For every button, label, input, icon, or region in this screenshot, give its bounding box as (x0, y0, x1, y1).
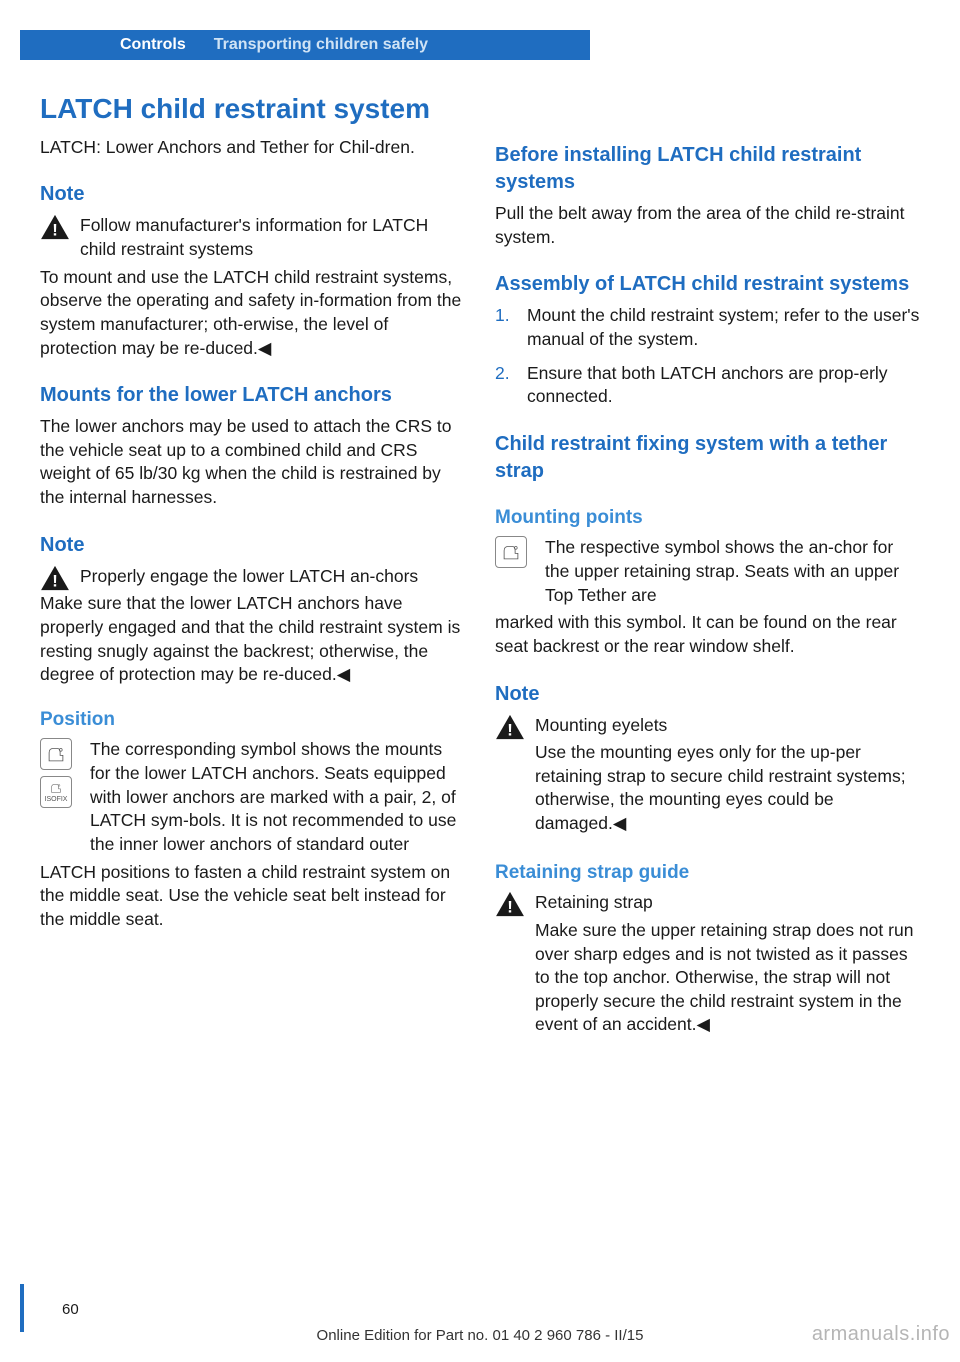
intro-text: LATCH: Lower Anchors and Tether for Chil… (40, 136, 465, 160)
header-tab-transporting: Transporting children safely (204, 34, 428, 56)
position-body1: The corresponding symbol shows the mount… (90, 738, 465, 856)
list-text-2: Ensure that both LATCH anchors are prop‐… (527, 362, 920, 409)
position-icons: ISOFIX (40, 738, 80, 860)
assembly-heading: Assembly of LATCH child restraint system… (495, 271, 920, 298)
content-area: LATCH child restraint system LATCH: Lowe… (40, 90, 920, 1041)
warning-icon (40, 565, 70, 593)
list-num-2: 2. (495, 362, 515, 409)
note1-body: To mount and use the LATCH child restrai… (40, 266, 465, 361)
position-row: ISOFIX The corresponding symbol shows th… (40, 738, 465, 860)
tether-heading: Child restraint fixing system with a tet… (495, 431, 920, 485)
left-column: LATCH child restraint system LATCH: Lowe… (40, 90, 465, 1041)
mounts-body: The lower anchors may be used to attach … (40, 415, 465, 510)
page-title: LATCH child restraint system (40, 90, 465, 128)
note2-title: Properly engage the lower LATCH an‐chors (80, 565, 418, 589)
note3-body: Use the mounting eyes only for the up‐pe… (535, 741, 920, 836)
right-column: Before installing LATCH child restraint … (495, 90, 920, 1041)
guide-body: Make sure the upper retaining strap does… (535, 919, 920, 1037)
seat-icon (40, 738, 72, 770)
warning-icon (40, 214, 70, 265)
watermark: armanuals.info (812, 1321, 950, 1348)
mounting-body2: marked with this symbol. It can be found… (495, 611, 920, 658)
mounting-points-heading: Mounting points (495, 505, 920, 531)
note3-row: Mounting eyelets Use the mounting eyes o… (495, 714, 920, 840)
note2-body: Make sure that the lower LATCH anchors h… (40, 592, 465, 687)
note3-textcol: Mounting eyelets Use the mounting eyes o… (535, 714, 920, 840)
mounting-row: The respective symbol shows the an‐chor … (495, 536, 920, 611)
note1-row: Follow manufacturer's information for LA… (40, 214, 465, 265)
header-bar: Controls Transporting children safely (20, 30, 590, 60)
note1-title: Follow manufacturer's information for LA… (80, 214, 465, 261)
mounting-body1: The respective symbol shows the an‐chor … (545, 536, 920, 607)
note2-heading: Note (40, 532, 465, 559)
before-heading: Before installing LATCH child restraint … (495, 142, 920, 196)
page-number: 60 (62, 1300, 79, 1320)
note1-heading: Note (40, 181, 465, 208)
note3-title: Mounting eyelets (535, 714, 920, 738)
guide-title: Retaining strap (535, 891, 920, 915)
note2-row: Properly engage the lower LATCH an‐chors (40, 565, 465, 593)
list-item: 2. Ensure that both LATCH anchors are pr… (495, 362, 920, 409)
isofix-label: ISOFIX (45, 795, 68, 804)
header-tab-controls: Controls (20, 34, 204, 56)
isofix-icon: ISOFIX (40, 776, 72, 808)
position-body2: LATCH positions to fasten a child restra… (40, 861, 465, 932)
guide-row: Retaining strap Make sure the upper reta… (495, 891, 920, 1041)
warning-icon (495, 891, 525, 1041)
warning-icon (495, 714, 525, 840)
assembly-list: 1. Mount the child restraint system; ref… (495, 304, 920, 409)
mounting-icon-col (495, 536, 535, 611)
note3-heading: Note (495, 681, 920, 708)
position-heading: Position (40, 707, 465, 733)
before-body: Pull the belt away from the area of the … (495, 202, 920, 249)
anchor-seat-icon (495, 536, 527, 568)
list-item: 1. Mount the child restraint system; ref… (495, 304, 920, 351)
list-text-1: Mount the child restraint system; refer … (527, 304, 920, 351)
guide-heading: Retaining strap guide (495, 860, 920, 886)
list-num-1: 1. (495, 304, 515, 351)
guide-textcol: Retaining strap Make sure the upper reta… (535, 891, 920, 1041)
mounts-heading: Mounts for the lower LATCH anchors (40, 382, 465, 409)
